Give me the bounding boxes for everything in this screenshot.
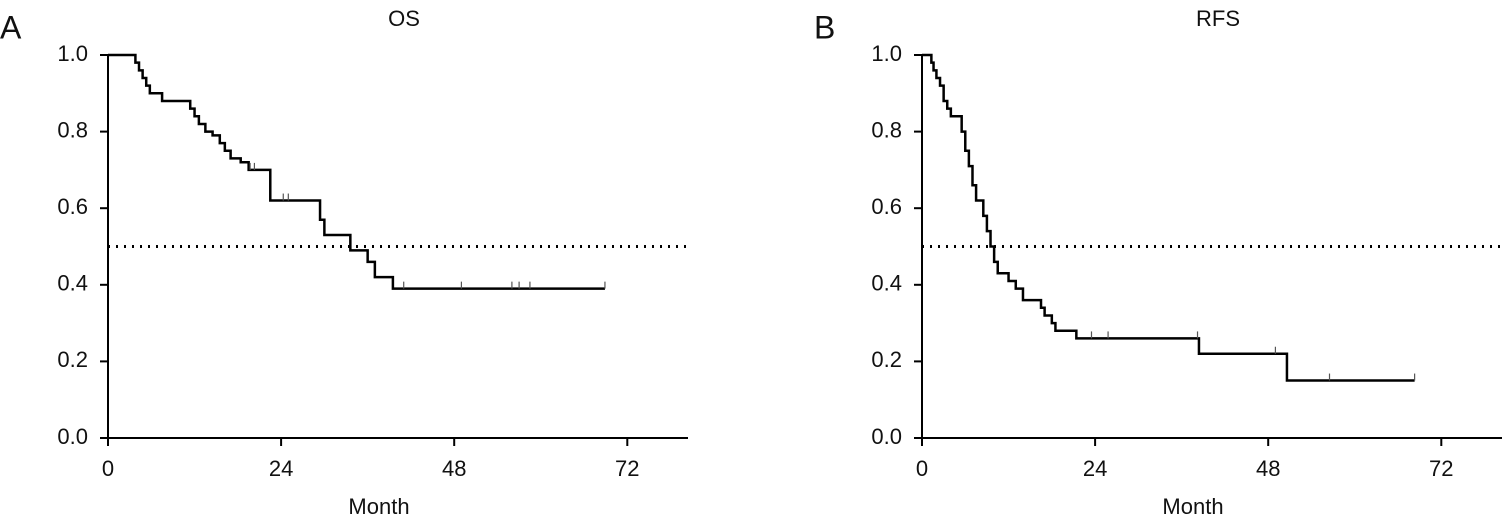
y-tick-label: 0.0 bbox=[871, 424, 902, 449]
x-tick-label: 0 bbox=[916, 456, 928, 481]
survival-curve bbox=[108, 53, 605, 290]
x-tick-label: 24 bbox=[269, 456, 293, 481]
y-tick-label: 1.0 bbox=[871, 41, 902, 66]
x-tick-label: 0 bbox=[102, 456, 114, 481]
chart-title: RFS bbox=[1196, 6, 1240, 31]
x-tick-label: 72 bbox=[1429, 456, 1453, 481]
survival-curve bbox=[922, 53, 1415, 382]
y-tick-label: 0.8 bbox=[57, 117, 88, 142]
x-tick-label: 48 bbox=[1256, 456, 1280, 481]
x-tick-label: 48 bbox=[442, 456, 466, 481]
y-tick-label: 0.6 bbox=[871, 194, 902, 219]
y-tick-label: 0.0 bbox=[57, 424, 88, 449]
y-tick-label: 0.8 bbox=[871, 117, 902, 142]
y-tick-label: 0.2 bbox=[871, 347, 902, 372]
y-tick-label: 0.2 bbox=[57, 347, 88, 372]
chart-title: OS bbox=[388, 6, 420, 31]
y-tick-label: 1.0 bbox=[57, 41, 88, 66]
x-axis-label: Month bbox=[1162, 494, 1223, 519]
y-tick-label: 0.6 bbox=[57, 194, 88, 219]
y-tick-label: 0.4 bbox=[871, 271, 902, 296]
y-tick-label: 0.4 bbox=[57, 271, 88, 296]
x-tick-label: 72 bbox=[615, 456, 639, 481]
panel-label: A bbox=[0, 9, 22, 45]
panel-label: B bbox=[814, 9, 835, 45]
x-axis-label: Month bbox=[348, 494, 409, 519]
x-tick-label: 24 bbox=[1083, 456, 1107, 481]
